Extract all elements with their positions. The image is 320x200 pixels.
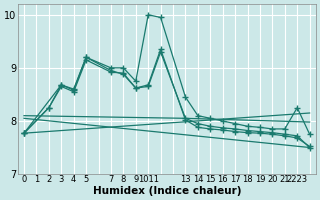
X-axis label: Humidex (Indice chaleur): Humidex (Indice chaleur) [92,186,241,196]
